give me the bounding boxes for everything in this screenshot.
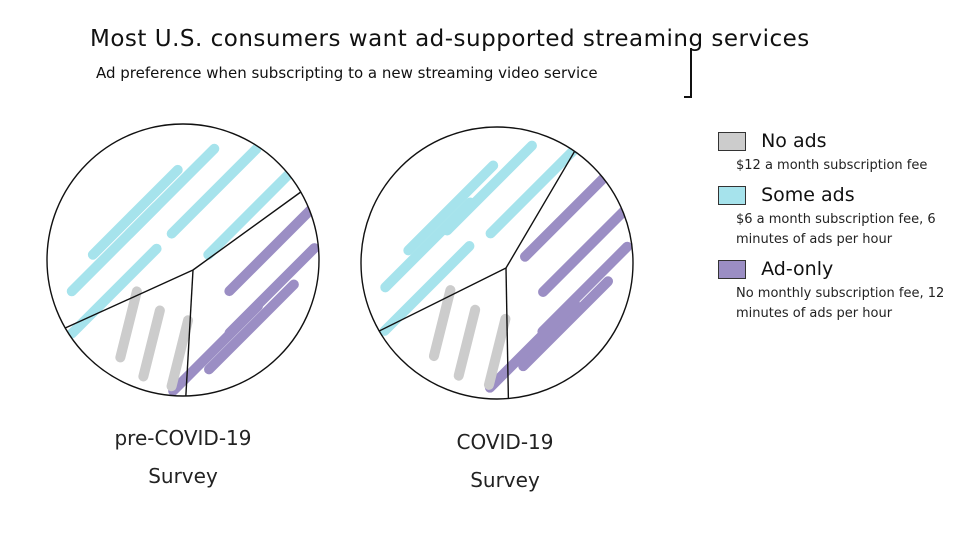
chart-subtitle: Ad preference when subscripting to a new… bbox=[96, 64, 598, 82]
pie-1-hatch-ad_only-0 bbox=[520, 166, 615, 262]
pie-1-hatch-some_ads-0 bbox=[379, 241, 475, 336]
pie-0-outline bbox=[46, 123, 320, 397]
pie-covid bbox=[360, 126, 634, 400]
pie-1-hatch-no_ads-2 bbox=[428, 285, 456, 362]
pie-label-covid-survey: Survey bbox=[470, 468, 540, 492]
pie-0-divider-2 bbox=[185, 269, 194, 397]
pie-1-hatch-ad_only-3 bbox=[518, 276, 614, 372]
pie-label-pre-covid-title: pre-COVID-19 bbox=[114, 426, 252, 450]
pie-0-divider-1 bbox=[192, 191, 302, 271]
legend-item-ad-only: Ad-only No monthly subscription fee, 12 … bbox=[718, 258, 948, 324]
legend-desc-ad-only: No monthly subscription fee, 12 minutes … bbox=[736, 286, 945, 321]
pie-0-divider-0 bbox=[64, 269, 194, 329]
legend-name-no-ads: No ads bbox=[761, 130, 827, 152]
pie-1-divider-2 bbox=[505, 267, 510, 399]
pie-0-hatch-no_ads-1 bbox=[138, 305, 165, 382]
pie-label-covid-title: COVID-19 bbox=[456, 430, 554, 454]
pie-1-hatch-ad_only-1 bbox=[538, 202, 633, 297]
pie-1-divider-0 bbox=[378, 267, 507, 332]
pie-0-hatch-some_ads-0 bbox=[66, 243, 162, 339]
pie-0-hatch-ad_only-0 bbox=[224, 201, 319, 297]
pie-label-covid: COVID-19 Survey bbox=[415, 430, 595, 492]
pie-pre-covid bbox=[46, 123, 320, 397]
legend-desc-some-ads: $6 a month subscription fee, 6 minutes o… bbox=[736, 212, 936, 247]
legend-name-ad-only: Ad-only bbox=[761, 258, 834, 280]
pie-0-hatch-some_ads-5 bbox=[203, 164, 299, 260]
legend-swatch-no-ads bbox=[718, 131, 746, 151]
pie-1-hatch-some_ads-3 bbox=[442, 140, 537, 236]
pie-label-pre-covid-survey: Survey bbox=[148, 464, 218, 488]
pie-1-outline bbox=[360, 126, 634, 400]
legend-swatch-ad-only bbox=[718, 259, 746, 279]
pie-0-hatch-some_ads-2 bbox=[87, 164, 183, 260]
title-hook-mark bbox=[684, 48, 692, 98]
pie-0-hatch-some_ads-4 bbox=[166, 143, 262, 239]
pie-0-hatch-some_ads-3 bbox=[124, 143, 220, 239]
pie-0-hatch-no_ads-0 bbox=[166, 315, 194, 392]
pie-label-pre-covid: pre-COVID-19 Survey bbox=[93, 426, 273, 488]
legend-name-some-ads: Some ads bbox=[761, 184, 855, 206]
pie-1-hatch-no_ads-1 bbox=[453, 304, 481, 381]
pie-0-hatch-ad_only-2 bbox=[204, 279, 299, 375]
pie-1-divider-1 bbox=[505, 150, 576, 269]
legend-item-some-ads: Some ads $6 a month subscription fee, 6 … bbox=[718, 184, 948, 250]
pie-1-hatch-some_ads-4 bbox=[485, 143, 581, 239]
legend-swatch-some-ads bbox=[718, 185, 746, 205]
pie-1-hatch-no_ads-0 bbox=[483, 313, 511, 390]
legend: No ads $12 a month subscription fee Some… bbox=[718, 130, 948, 332]
legend-desc-no-ads: $12 a month subscription fee bbox=[736, 158, 928, 173]
pie-0-hatch-no_ads-2 bbox=[115, 286, 142, 363]
pie-1-hatch-some_ads-2 bbox=[403, 160, 499, 256]
pie-1-hatch-ad_only-4 bbox=[484, 297, 580, 393]
chart-title: Most U.S. consumers want ad-supported st… bbox=[90, 26, 810, 52]
legend-item-no-ads: No ads $12 a month subscription fee bbox=[718, 130, 948, 176]
